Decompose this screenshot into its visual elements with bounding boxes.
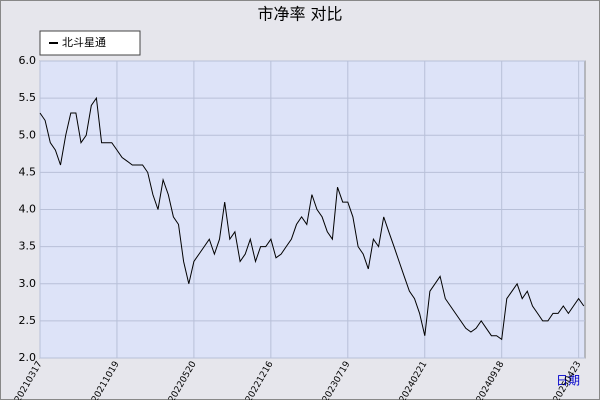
y-tick-label: 3.5	[19, 240, 37, 253]
y-tick-label: 5.0	[19, 128, 37, 141]
legend-label: 北斗星通	[62, 36, 106, 49]
y-tick-label: 4.5	[19, 165, 37, 178]
y-tick-label: 5.5	[19, 91, 37, 104]
y-tick-label: 3.0	[19, 277, 37, 290]
y-tick-label: 2.0	[19, 351, 37, 364]
y-tick-label: 6.0	[19, 54, 37, 67]
y-tick-label: 4.0	[19, 203, 37, 216]
y-tick-label: 2.5	[19, 314, 37, 327]
line	[39, 96, 585, 341]
chart-title: 市净率 对比	[257, 5, 342, 24]
x-axis-label: 日期	[556, 374, 580, 388]
